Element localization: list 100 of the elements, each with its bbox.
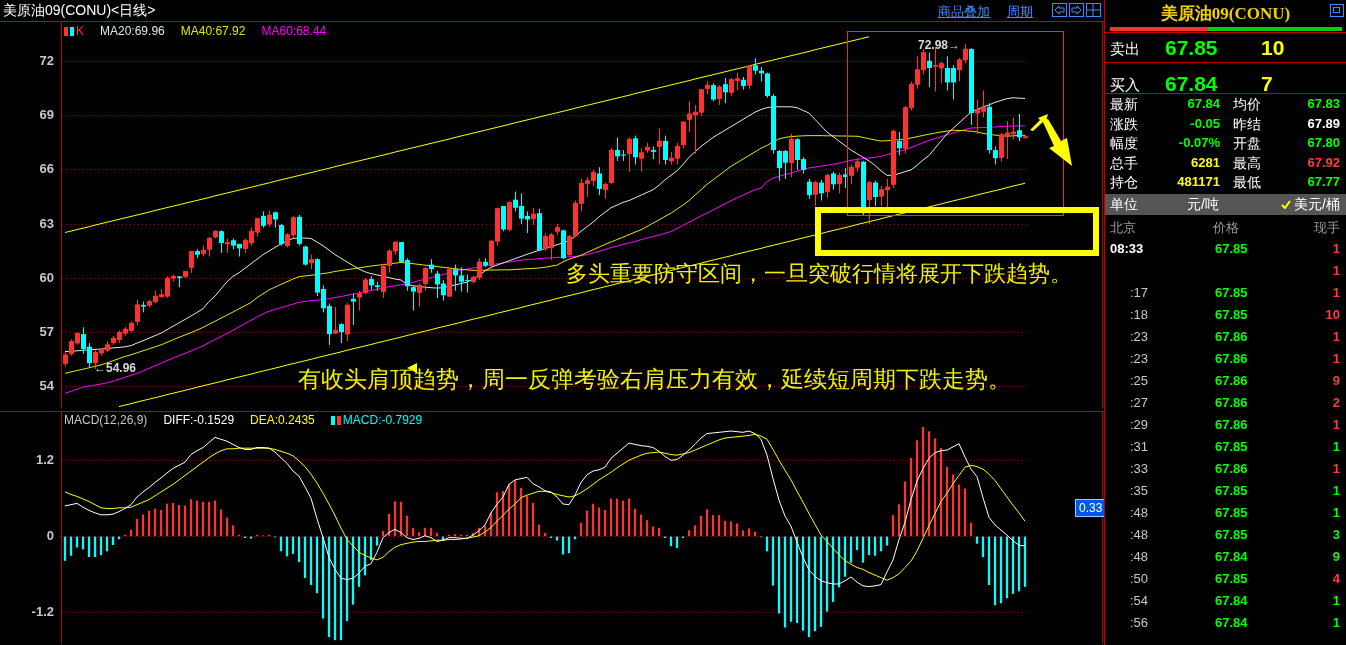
text: 1: [1332, 241, 1340, 256]
text: :35: [1130, 483, 1149, 498]
text: 周期: [1007, 3, 1033, 21]
text: 6281: [1191, 154, 1220, 170]
text: 昨结: [1233, 115, 1261, 134]
text: 1: [1332, 615, 1340, 630]
text: 单位: [1110, 196, 1138, 214]
series-label: DEA:0.2435: [250, 413, 315, 427]
text: -0.05: [1190, 115, 1220, 131]
text: 1: [1332, 263, 1340, 278]
y-tick-label: 66: [39, 161, 54, 177]
text: -0.07%: [1178, 135, 1220, 150]
text: 2: [1332, 395, 1340, 410]
text: 67.86: [1215, 373, 1248, 388]
text: 最新: [1110, 96, 1138, 114]
text: :29: [1130, 417, 1149, 432]
text: 1: [1332, 439, 1340, 454]
text: :50: [1130, 571, 1149, 586]
text: 10: [1325, 307, 1340, 322]
text: 67.85: [1215, 571, 1248, 586]
text: 美元/桶: [1294, 196, 1340, 214]
text: 67.85: [1165, 36, 1218, 60]
text: 价格: [1213, 219, 1239, 237]
text: 67.86: [1215, 417, 1248, 432]
y-tick-label: 1.2: [35, 451, 54, 467]
series-label: DIFF:-0.1529: [163, 413, 235, 427]
text: 1: [1332, 351, 1340, 366]
text: 67.85: [1215, 241, 1248, 256]
text: 67.86: [1215, 395, 1248, 410]
text: :18: [1130, 307, 1149, 322]
y-tick-label: 69: [39, 107, 54, 123]
text: MA60:68.44: [261, 24, 327, 38]
chart-title: 美原油09(CONU)<日线>: [3, 2, 156, 20]
text: 67.86: [1215, 329, 1248, 344]
text: 3: [1332, 527, 1340, 542]
text: :33: [1130, 461, 1149, 476]
text: 1: [1332, 593, 1340, 608]
text: 7: [1261, 72, 1273, 96]
text: :54: [1130, 593, 1149, 608]
text: :56: [1130, 615, 1149, 630]
legend-label: MACD:-0.7929: [341, 413, 423, 427]
text: :48: [1130, 549, 1149, 564]
text: 67.80: [1307, 135, 1340, 150]
text: 元/吨: [1187, 196, 1219, 214]
text: 北京: [1110, 219, 1136, 237]
text: 10: [1261, 36, 1285, 60]
text: 67.84: [1165, 72, 1218, 96]
text: 67.85: [1215, 307, 1248, 322]
text: 67.85: [1215, 439, 1248, 454]
text: 67.85: [1215, 527, 1248, 542]
text: 1: [1332, 483, 1340, 498]
text: 67.84: [1215, 549, 1248, 564]
text: 9: [1332, 549, 1340, 564]
text: 买入: [1110, 76, 1140, 95]
text: MA40:67.92: [180, 24, 246, 38]
text: :17: [1130, 285, 1149, 300]
text: 67.89: [1307, 115, 1340, 131]
annotation: 有收头肩顶趋势，周一反弹考验右肩压力有效，延续短周期下跌走势。: [298, 366, 1011, 394]
text: 1: [1332, 285, 1340, 300]
text: 0.33: [1075, 499, 1107, 517]
text: 最低: [1233, 174, 1261, 192]
text: 1: [1332, 461, 1340, 476]
text: 67.84: [1215, 593, 1248, 608]
y-tick-label: 54: [39, 377, 55, 393]
text: 67.83: [1307, 96, 1340, 111]
text: :48: [1130, 527, 1149, 542]
text: 总手: [1110, 154, 1138, 173]
text: 67.77: [1307, 174, 1340, 189]
text: :25: [1130, 373, 1149, 388]
text: 67.84: [1187, 96, 1220, 111]
text: MA20:69.96: [100, 24, 165, 38]
text: 1: [1332, 329, 1340, 344]
text: :48: [1130, 505, 1149, 520]
text: 67.85: [1215, 285, 1248, 300]
y-tick-label: -1.2: [31, 604, 54, 620]
text: 67.92: [1307, 154, 1340, 170]
text: 1: [1332, 505, 1340, 520]
text: :27: [1130, 395, 1149, 410]
text: 67.84: [1215, 615, 1248, 630]
y-tick-label: 0: [46, 527, 54, 543]
text: 开盘: [1233, 135, 1261, 153]
text: 1: [1332, 417, 1340, 432]
text: 持仓: [1110, 174, 1138, 192]
annotation: ←54.96: [94, 361, 137, 375]
text: 最高: [1233, 154, 1261, 173]
y-tick-label: 60: [39, 269, 54, 285]
annotation: 72.98→: [918, 38, 961, 52]
text: 4: [1332, 571, 1340, 586]
text: 67.86: [1215, 461, 1248, 476]
text: 均价: [1233, 96, 1261, 114]
chart-title: MACD(12,26,9): [64, 413, 148, 427]
text: 67.86: [1215, 351, 1248, 366]
text: 美原油09(CONU): [1159, 3, 1292, 25]
y-tick-label: 63: [39, 215, 54, 231]
text: 67.85: [1215, 483, 1248, 498]
text: 481171: [1177, 174, 1220, 189]
text: :23: [1130, 329, 1149, 344]
text: :23: [1130, 351, 1149, 366]
legend-label: K: [75, 24, 85, 38]
y-tick-label: 57: [39, 323, 54, 339]
